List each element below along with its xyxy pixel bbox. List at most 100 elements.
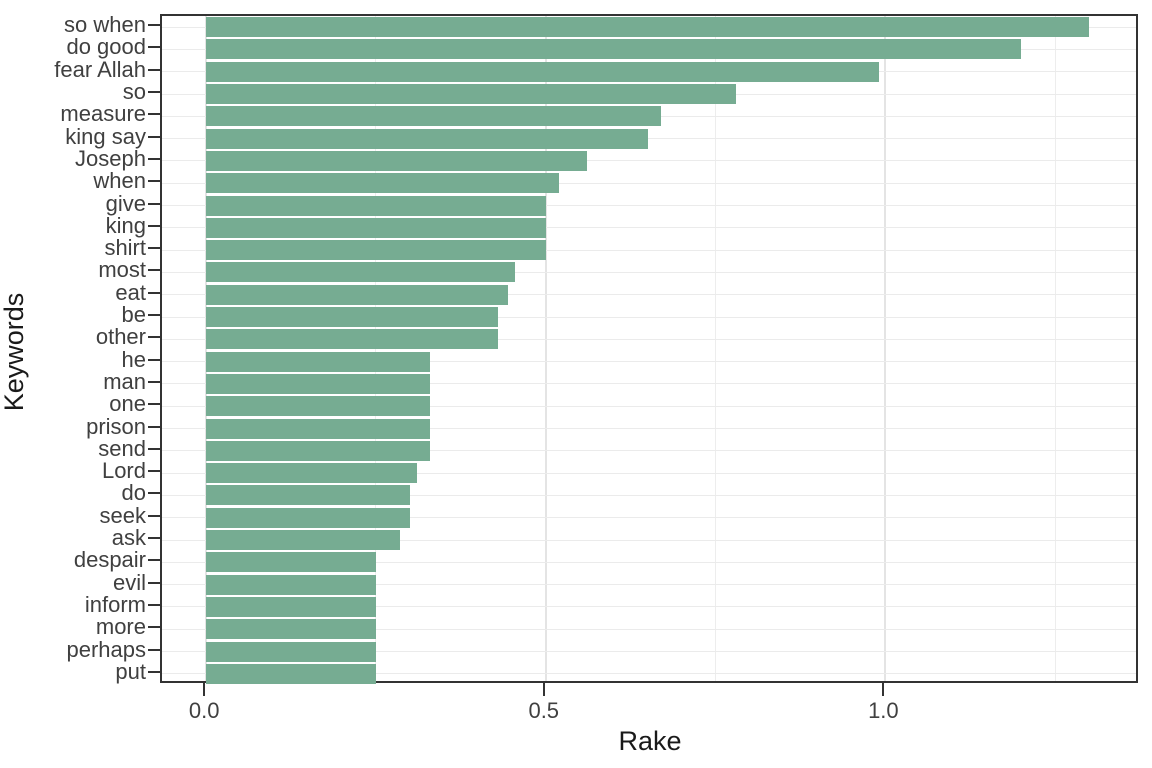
y-tick-mark xyxy=(148,46,161,49)
y-tick-mark xyxy=(148,403,161,406)
y-tick-mark xyxy=(148,537,161,540)
bar-most xyxy=(206,262,516,283)
bar-do-good xyxy=(206,39,1022,60)
y-tick-label: shirt xyxy=(104,235,146,261)
bar-send xyxy=(206,440,431,461)
y-tick-mark xyxy=(148,91,161,94)
y-tick-label: despair xyxy=(73,547,146,573)
bar-do xyxy=(206,485,410,506)
x-tick-mark xyxy=(542,683,545,696)
y-gridline xyxy=(162,138,1136,140)
x-tick-label: 0.5 xyxy=(528,698,560,723)
y-gridline xyxy=(162,673,1136,675)
bar-give xyxy=(206,195,546,216)
y-tick-mark xyxy=(148,202,161,205)
bar-put xyxy=(206,663,376,684)
y-tick-label: put xyxy=(115,658,146,684)
y-tick-label: most xyxy=(98,257,146,283)
bar-so xyxy=(206,84,736,105)
y-tick-mark xyxy=(148,559,161,562)
y-gridline xyxy=(162,606,1136,608)
x-tick-mark xyxy=(203,683,206,696)
y-tick-label: fear Allah xyxy=(54,56,146,82)
y-tick-label: measure xyxy=(60,101,146,127)
y-gridline xyxy=(162,294,1136,296)
bar-shirt xyxy=(206,240,546,261)
y-tick-mark xyxy=(148,358,161,361)
y-tick-label: king say xyxy=(65,123,146,149)
y-tick-label: other xyxy=(95,324,146,350)
y-tick-label: when xyxy=(93,168,146,194)
bar-man xyxy=(206,373,431,394)
y-gridline xyxy=(162,517,1136,519)
y-gridline xyxy=(162,651,1136,653)
y-tick-mark xyxy=(148,603,161,606)
x-tick-label: 1.0 xyxy=(868,698,899,723)
y-gridline xyxy=(162,338,1136,340)
bar-perhaps xyxy=(206,641,376,662)
x-major-gridline xyxy=(884,16,887,681)
bar-inform xyxy=(206,596,376,617)
y-gridline xyxy=(162,494,1136,496)
bar-fear-Allah xyxy=(206,61,879,82)
y-tick-label: king xyxy=(105,212,146,238)
y-tick-label: do good xyxy=(66,34,146,60)
bar-more xyxy=(206,619,376,640)
y-gridline xyxy=(162,182,1136,184)
bar-eat xyxy=(206,284,509,305)
x-major-gridline xyxy=(544,16,547,681)
y-gridline xyxy=(162,405,1136,407)
y-tick-label: one xyxy=(109,391,146,417)
x-tick-mark xyxy=(882,683,885,696)
y-gridline xyxy=(162,428,1136,430)
y-gridline xyxy=(162,450,1136,452)
y-tick-mark xyxy=(148,180,161,183)
y-tick-mark xyxy=(148,24,161,27)
bar-other xyxy=(206,329,499,350)
y-gridline xyxy=(162,472,1136,474)
bar-evil xyxy=(206,574,376,595)
bar-king xyxy=(206,217,546,238)
bar-prison xyxy=(206,418,431,439)
bar-ask xyxy=(206,530,400,551)
y-tick-label: eat xyxy=(115,279,146,305)
y-tick-label: do xyxy=(121,480,146,506)
y-gridline xyxy=(162,271,1136,273)
y-gridline xyxy=(162,561,1136,563)
bar-king-say xyxy=(206,128,648,149)
x-tick-label: 0.0 xyxy=(188,698,220,723)
y-tick-mark xyxy=(148,135,161,138)
x-minor-gridline xyxy=(715,16,717,681)
y-gridline xyxy=(162,383,1136,385)
bar-so-when xyxy=(206,17,1090,38)
y-tick-label: so xyxy=(122,79,146,105)
y-tick-mark xyxy=(148,447,161,450)
y-tick-mark xyxy=(148,581,161,584)
y-tick-mark xyxy=(148,157,161,160)
bar-despair xyxy=(206,552,376,573)
y-tick-label: more xyxy=(95,614,146,640)
y-gridline xyxy=(162,227,1136,229)
y-gridline xyxy=(162,539,1136,541)
y-tick-label: give xyxy=(105,190,146,216)
y-tick-mark xyxy=(148,224,161,227)
y-gridline xyxy=(162,316,1136,318)
y-tick-label: ask xyxy=(111,525,146,551)
y-gridline xyxy=(162,160,1136,162)
bar-Lord xyxy=(206,463,417,484)
y-tick-label: he xyxy=(121,346,146,372)
y-tick-label: send xyxy=(98,435,146,461)
y-tick-mark xyxy=(148,514,161,517)
y-tick-label: prison xyxy=(86,413,146,439)
y-tick-mark xyxy=(148,314,161,317)
y-gridline xyxy=(162,361,1136,363)
y-tick-label: so when xyxy=(64,12,146,38)
y-gridline xyxy=(162,628,1136,630)
bar-be xyxy=(206,307,499,328)
y-tick-label: be xyxy=(121,302,146,328)
bar-one xyxy=(206,396,431,417)
y-tick-mark xyxy=(148,269,161,272)
y-tick-mark xyxy=(148,291,161,294)
y-tick-mark xyxy=(148,247,161,250)
